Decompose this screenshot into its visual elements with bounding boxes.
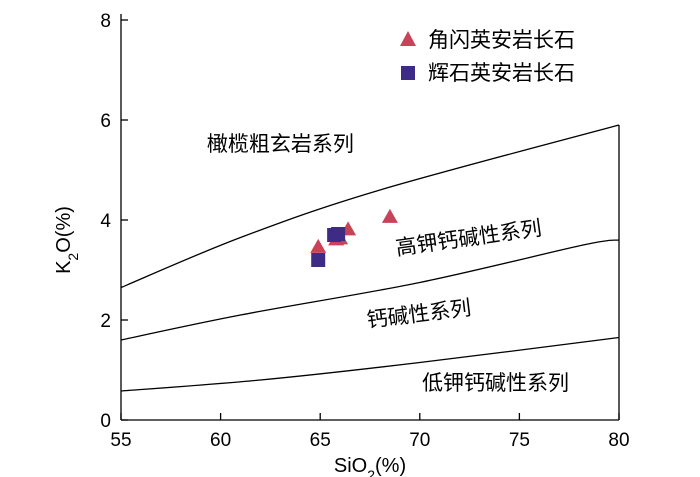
square-point-1 <box>311 253 326 267</box>
y-tick-label-0: 0 <box>100 411 111 432</box>
region-label-1: 橄榄粗玄岩系列 <box>207 132 354 156</box>
triangle-point-1 <box>310 238 327 253</box>
square-point-3 <box>331 227 346 241</box>
x-tick-label-65: 65 <box>310 430 331 451</box>
x-tick-label-75: 75 <box>509 430 530 451</box>
y-tick-label-8: 8 <box>100 11 111 32</box>
legend-label-1: 角闪英安岩长石 <box>428 28 575 52</box>
triangle-point-5 <box>381 208 398 223</box>
x-axis-title: SiO2(%) <box>334 455 406 477</box>
x-tick-label-60: 60 <box>210 430 231 451</box>
boundary-line-lower <box>120 336 620 392</box>
x-tick-label-70: 70 <box>409 430 430 451</box>
y-tick-label-2: 2 <box>100 311 111 332</box>
y-tick-label-6: 6 <box>100 111 111 132</box>
tick-labels: 55 60 65 70 75 80 0 2 4 6 8 <box>100 11 629 451</box>
legend-triangle-marker <box>400 31 416 46</box>
axes <box>120 14 620 421</box>
x-tick-label-80: 80 <box>608 430 629 451</box>
series-boundary-lines <box>120 124 620 392</box>
legend-square-marker <box>401 66 415 80</box>
data-points <box>310 208 398 267</box>
y-axis-title: K2O(%) <box>53 206 81 274</box>
region-label-4: 低钾钙碱性系列 <box>422 371 569 395</box>
x-tick-label-55: 55 <box>110 430 131 451</box>
region-label-2: 高钾钙碱性系列 <box>394 216 543 260</box>
axis-titles: SiO2(%) K2O(%) <box>53 206 406 477</box>
boundary-line-upper <box>120 124 620 289</box>
legend-label-2: 辉石英安岩长石 <box>428 61 575 85</box>
boundary-line-middle <box>120 239 620 341</box>
y-tick-label-4: 4 <box>100 211 111 232</box>
region-label-3: 钙碱性系列 <box>365 296 472 333</box>
